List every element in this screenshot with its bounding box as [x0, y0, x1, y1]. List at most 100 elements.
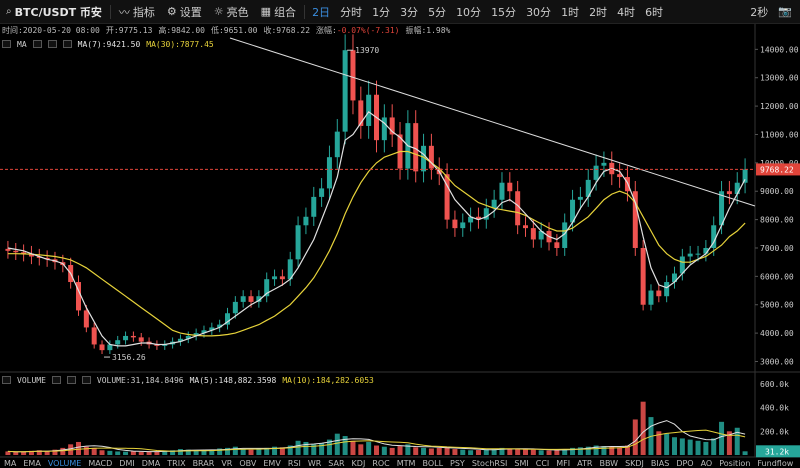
indicator-tab-obv[interactable]: OBV: [239, 459, 257, 468]
candle-body: [99, 344, 105, 351]
volume-bar: [146, 451, 152, 455]
timeframe-7[interactable]: 30分: [526, 5, 552, 19]
volume-bar: [687, 439, 693, 455]
indicator-tab-ao[interactable]: AO: [700, 459, 713, 468]
candle-body: [507, 182, 513, 192]
volume-bar: [358, 444, 364, 455]
candle-body: [421, 145, 427, 172]
timeframe-10[interactable]: 4时: [617, 5, 636, 19]
volume-bar: [601, 446, 607, 455]
timeframe-4[interactable]: 5分: [428, 5, 447, 19]
indicator-tab-wr[interactable]: WR: [307, 459, 322, 468]
indicator-tab-dmi[interactable]: DMI: [119, 459, 135, 468]
volume-bar: [389, 447, 395, 455]
settings-button[interactable]: ⚙ 设置: [161, 0, 208, 24]
price-tick-label: 12000.00: [760, 102, 799, 111]
ma7-line: [7, 110, 746, 347]
indicator-tab-dma[interactable]: DMA: [141, 459, 161, 468]
indicator-tab-brar[interactable]: BRAR: [192, 459, 215, 468]
eye-icon[interactable]: [51, 376, 61, 384]
timeframe-5[interactable]: 10分: [456, 5, 482, 19]
indicator-tab-trix[interactable]: TRIX: [167, 459, 186, 468]
timeframe-1[interactable]: 分时: [340, 5, 363, 19]
ma30-line: [7, 150, 746, 337]
indicator-tab-vr[interactable]: VR: [221, 459, 233, 468]
price-tick-label: 8000.00: [760, 216, 794, 225]
volume-bar: [664, 433, 670, 455]
settings-icon[interactable]: [47, 40, 57, 48]
indicator-tab-bbw[interactable]: BBW: [599, 459, 619, 468]
candle-body: [13, 250, 19, 253]
candle-body: [91, 327, 97, 345]
close-icon[interactable]: [81, 376, 91, 384]
camera-icon[interactable]: 📷: [778, 5, 792, 18]
timeframe-0[interactable]: 2日: [312, 5, 331, 19]
indicator-tab-skdj[interactable]: SKDJ: [625, 459, 644, 468]
indicator-tab-bias[interactable]: BIAS: [650, 459, 670, 468]
indicator-tab-volume[interactable]: VOLUME: [47, 459, 82, 468]
candle-body: [185, 335, 191, 339]
volume-bar: [232, 446, 238, 455]
theme-button[interactable]: ☼ 亮色: [208, 0, 255, 24]
volume-bar: [374, 445, 379, 455]
indicator-tab-dpo[interactable]: DPO: [676, 459, 694, 468]
indicator-tab-atr[interactable]: ATR: [577, 459, 593, 468]
indicator-tab-boll[interactable]: BOLL: [422, 459, 444, 468]
indicator-icon: 〰: [118, 5, 130, 19]
indicator-tab-ma[interactable]: MA: [4, 459, 17, 468]
collapse-icon[interactable]: [2, 40, 11, 48]
trendline-drawing[interactable]: [229, 37, 756, 207]
collapse-icon[interactable]: [2, 376, 11, 384]
search-icon: ⌕: [6, 6, 12, 17]
close-icon[interactable]: [62, 40, 72, 48]
symbol-selector[interactable]: ⌕ BTC/USDT 币安: [0, 0, 108, 24]
candle-body: [28, 253, 34, 257]
volume-bar: [272, 446, 278, 455]
indicator-tab-psy[interactable]: PSY: [450, 459, 465, 468]
refresh-interval[interactable]: 2秒: [750, 5, 769, 19]
price-tick-label: 6000.00: [760, 272, 794, 281]
indicator-tab-sar[interactable]: SAR: [328, 459, 345, 468]
indicator-tab-rsi[interactable]: RSI: [287, 459, 301, 468]
candle-body: [679, 256, 685, 274]
combo-label: 组合: [274, 5, 297, 19]
candle-body: [742, 169, 748, 183]
timeframe-9[interactable]: 2时: [589, 5, 608, 19]
indicator-tab-kdj[interactable]: KDJ: [351, 459, 366, 468]
volume-bar: [452, 449, 458, 455]
volume-bar: [366, 441, 372, 455]
indicator-tab-stochrsi[interactable]: StochRSI: [471, 459, 508, 468]
volume-bar: [319, 443, 325, 455]
indicator-tab-cci[interactable]: CCI: [535, 459, 550, 468]
symbol-label: BTC/USDT 币安: [14, 5, 102, 19]
indicator-tab-roc[interactable]: ROC: [372, 459, 390, 468]
indicator-tab-emv[interactable]: EMV: [263, 459, 281, 468]
indicator-tab-ema[interactable]: EMA: [23, 459, 41, 468]
combo-button[interactable]: ▦ 组合: [255, 0, 302, 24]
timeframe-2[interactable]: 1分: [372, 5, 391, 19]
volume-bar: [381, 446, 387, 455]
candle-body: [326, 157, 332, 189]
candle-body: [319, 188, 325, 197]
indicator-tab-mtm[interactable]: MTM: [396, 459, 416, 468]
eye-icon[interactable]: [32, 40, 42, 48]
volume-bar: [499, 447, 505, 455]
timeframe-11[interactable]: 6时: [645, 5, 664, 19]
timeframe-8[interactable]: 1时: [561, 5, 580, 19]
timeframe-6[interactable]: 15分: [491, 5, 517, 19]
volume-bar: [185, 449, 191, 455]
settings-icon[interactable]: [66, 376, 76, 384]
price-tick-label: 3000.00: [760, 357, 794, 366]
indicator-tab-mfi[interactable]: MFI: [556, 459, 571, 468]
current-volume-label: 31.2k: [765, 447, 789, 456]
candle-body: [130, 335, 136, 338]
volume-bar: [436, 447, 442, 455]
indicator-tab-smi[interactable]: SMI: [514, 459, 529, 468]
indicator-tab-position[interactable]: Position: [719, 459, 751, 468]
indicator-tab-fundflow[interactable]: Fundflow: [757, 459, 794, 468]
indicator-tab-bar: MA EMA VOLUME MACD DMI DMA TRIX BRAR VR OBV EMV RSI…: [0, 459, 800, 468]
indicators-button[interactable]: 〰 指标: [113, 0, 161, 24]
timeframe-3[interactable]: 3分: [400, 5, 419, 19]
indicator-tab-macd[interactable]: MACD: [88, 459, 113, 468]
